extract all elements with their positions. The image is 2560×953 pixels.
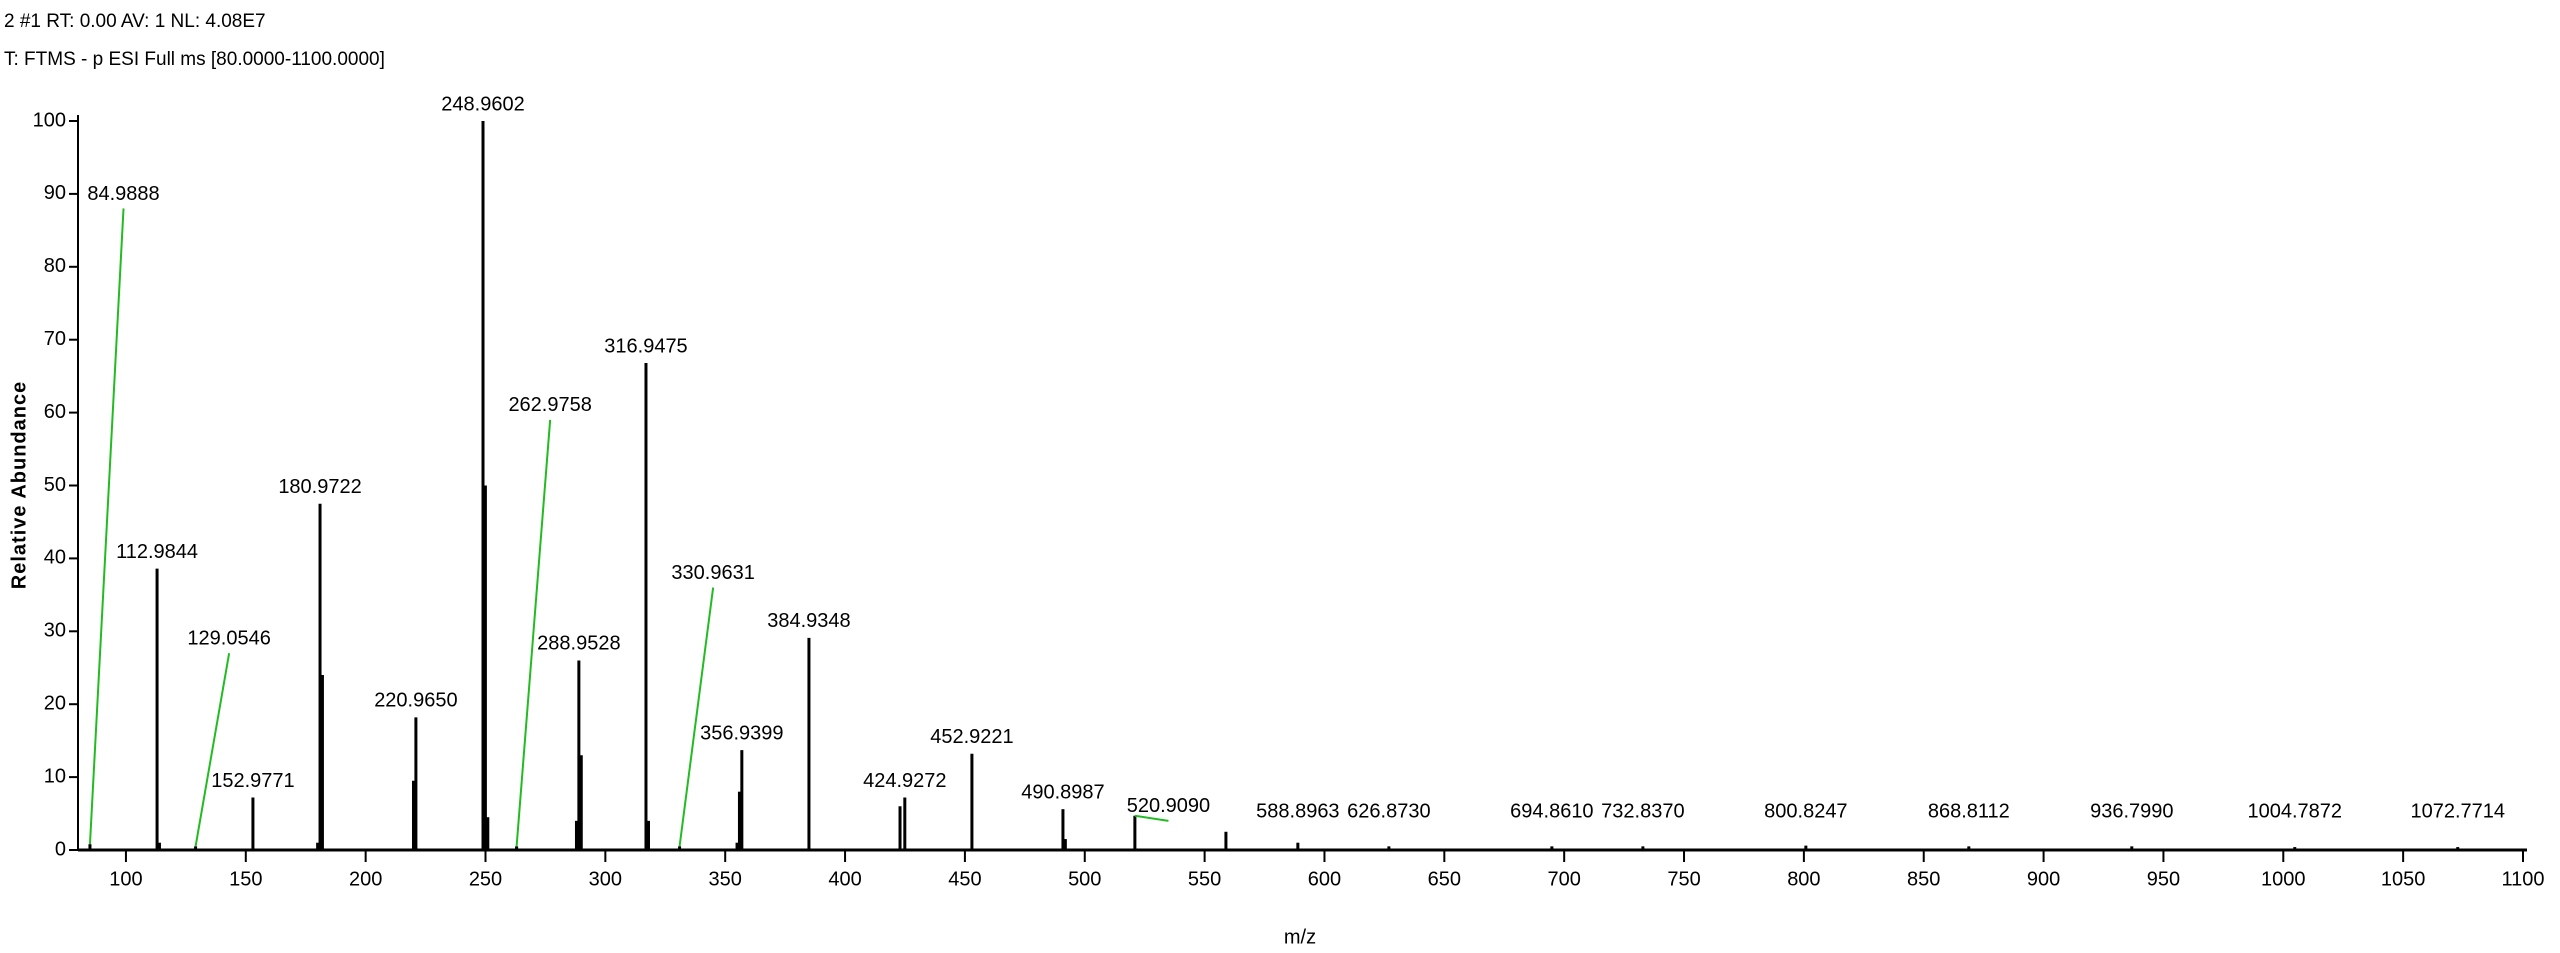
leader-line [1134, 814, 1169, 822]
peak-label: 732.8370 [1601, 800, 1684, 822]
peak-label: 356.9399 [700, 722, 783, 744]
x-tick-label: 650 [1428, 868, 1461, 890]
peak-label: 424.9272 [863, 770, 946, 792]
leader-line [678, 587, 715, 847]
peak-label: 868.8112 [1928, 800, 2010, 822]
x-tick-label: 300 [589, 868, 622, 890]
x-tick-label: 850 [1907, 868, 1940, 890]
peak-label: 490.8987 [1021, 781, 1104, 803]
peak-label: 316.9475 [604, 335, 687, 357]
y-tick-label: 30 [44, 620, 66, 642]
peak-label: 84.9888 [87, 183, 159, 205]
x-axis-title: m/z [1284, 926, 1316, 948]
peak-label: 330.9631 [671, 562, 754, 584]
x-tick-label: 600 [1308, 868, 1341, 890]
peak-label: 129.0546 [187, 627, 270, 649]
leader-line [88, 208, 125, 845]
x-tick-label: 800 [1787, 868, 1820, 890]
x-tick-label: 500 [1068, 868, 1101, 890]
x-tick-label: 1050 [2381, 868, 2426, 890]
header-line: T: FTMS - p ESI Full ms [80.0000-1100.00… [4, 49, 385, 70]
peak-label: 1004.7872 [2247, 800, 2342, 822]
peak-label: 1072.7714 [2410, 800, 2505, 822]
y-tick-label: 70 [44, 328, 66, 350]
y-tick-label: 60 [44, 401, 66, 423]
x-tick-label: 450 [948, 868, 981, 890]
y-tick-label: 10 [44, 765, 66, 787]
y-axis-title: Relative Abundance [8, 381, 30, 589]
x-tick-label: 700 [1547, 868, 1580, 890]
peak-label: 936.7990 [2090, 800, 2173, 822]
peak-label: 520.9090 [1127, 795, 1210, 817]
peak-label: 288.9528 [537, 633, 620, 655]
peak-label: 180.9722 [278, 476, 361, 498]
x-tick-label: 150 [229, 868, 262, 890]
peak-label: 152.9771 [211, 770, 294, 792]
x-tick-label: 950 [2147, 868, 2180, 890]
x-tick-label: 250 [469, 868, 502, 890]
peak-label: 694.8610 [1510, 800, 1593, 822]
x-tick-label: 900 [2027, 868, 2060, 890]
peak-label: 452.9221 [930, 726, 1013, 748]
peak-label: 588.8963 [1256, 800, 1339, 822]
x-tick-label: 550 [1188, 868, 1221, 890]
peak-label: 262.9758 [508, 394, 591, 416]
y-tick-label: 90 [44, 182, 66, 204]
peak-label: 248.9602 [441, 93, 524, 115]
y-tick-label: 0 [55, 838, 66, 860]
y-tick-label: 100 [33, 109, 66, 131]
x-tick-label: 1100 [2501, 868, 2544, 890]
y-tick-label: 50 [44, 474, 66, 496]
leader-line [515, 419, 552, 847]
x-tick-label: 1000 [2261, 868, 2306, 890]
y-tick-label: 20 [44, 692, 66, 714]
x-tick-label: 400 [828, 868, 861, 890]
peak-label: 220.9650 [374, 690, 457, 712]
peak-label: 112.9844 [116, 541, 198, 563]
x-tick-label: 350 [709, 868, 742, 890]
y-tick-label: 80 [44, 255, 66, 277]
peak-label: 384.9348 [767, 610, 850, 632]
x-tick-label: 200 [349, 868, 382, 890]
peak-label: 626.8730 [1347, 800, 1430, 822]
header-line: 2 #1 RT: 0.00 AV: 1 NL: 4.08E7 [4, 11, 266, 32]
y-tick-label: 40 [44, 547, 66, 569]
x-tick-label: 100 [109, 868, 142, 890]
peak-label: 800.8247 [1764, 800, 1847, 822]
leader-line [194, 652, 231, 847]
x-tick-label: 750 [1667, 868, 1700, 890]
